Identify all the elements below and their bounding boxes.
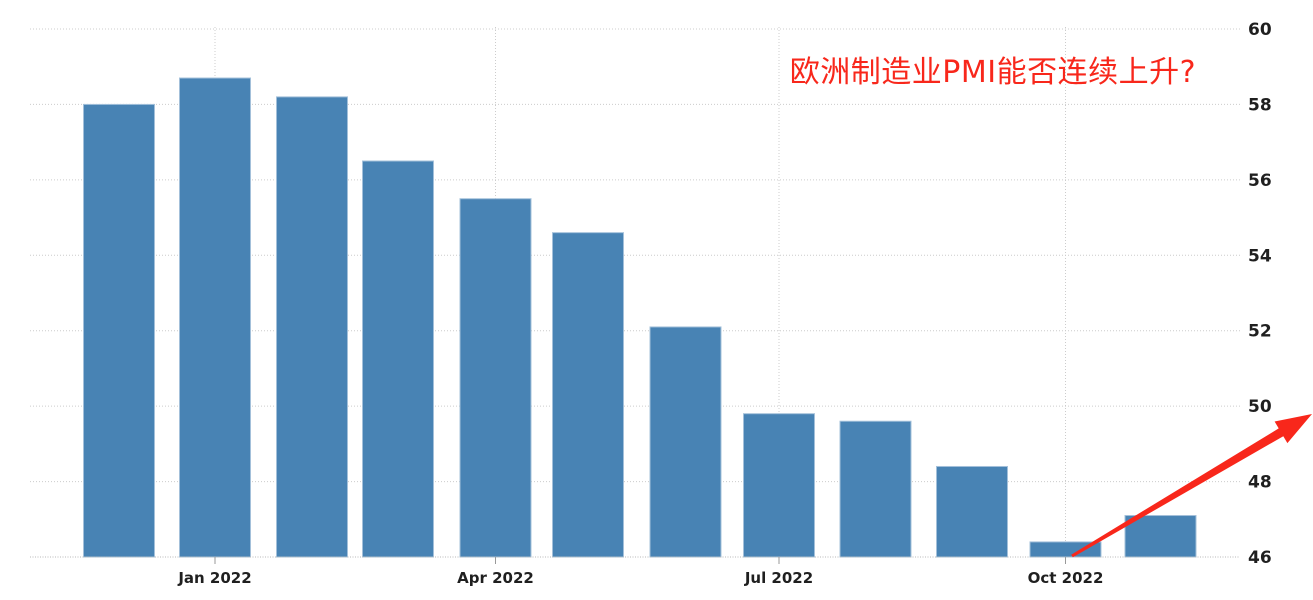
y-axis-label: 60: [1248, 20, 1272, 40]
bar-feb-2022[interactable]: [276, 96, 348, 558]
x-axis-label: Oct 2022: [1028, 569, 1104, 587]
bar-jan-2022[interactable]: [179, 77, 251, 558]
chart-annotation-text: 欧洲制造业PMI能否连续上升?: [789, 55, 1196, 90]
y-axis-label: 50: [1248, 397, 1272, 417]
trend-arrow-icon: [1071, 414, 1312, 558]
y-axis-label: 46: [1248, 548, 1272, 568]
y-axis-label: 54: [1248, 246, 1272, 266]
bar-jun-2022[interactable]: [649, 326, 722, 558]
y-axis-label: 58: [1248, 95, 1272, 115]
x-axis-label: Jul 2022: [744, 569, 813, 587]
bar-may-2022[interactable]: [552, 232, 624, 558]
y-axis-label: 48: [1248, 473, 1272, 493]
y-axis-label: 52: [1248, 322, 1272, 342]
bar-dec-2021[interactable]: [83, 103, 155, 558]
x-axis-label: Jan 2022: [177, 569, 251, 587]
bar-nov-2022[interactable]: [1124, 515, 1197, 558]
bar-apr-2022[interactable]: [459, 198, 532, 558]
bar-mar-2022[interactable]: [362, 160, 434, 558]
x-axis-label: Apr 2022: [457, 569, 534, 587]
bar-jul-2022[interactable]: [743, 413, 815, 558]
bar-aug-2022[interactable]: [839, 420, 912, 558]
bar-sep-2022[interactable]: [936, 465, 1008, 558]
y-axis-label: 56: [1248, 171, 1272, 191]
